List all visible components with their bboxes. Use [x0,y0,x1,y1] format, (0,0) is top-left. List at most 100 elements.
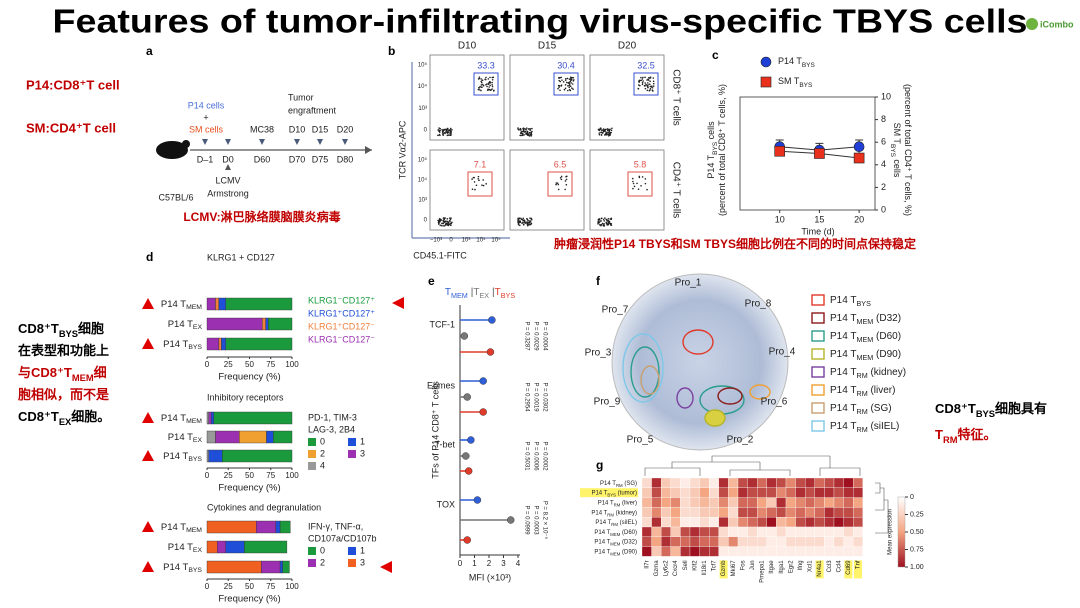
gate [473,72,499,96]
text-part: 在表型和功能上 [18,343,109,358]
event-dot [652,85,655,87]
event-dot [482,179,485,181]
heat-cell [670,477,681,488]
event-dot [529,135,531,137]
factor-label: TOX [437,499,455,509]
heat-cell [670,546,681,557]
event-dot [607,129,609,132]
heat-cell [776,497,787,508]
text-part: P14 T [598,500,614,506]
row-label: P14 TMEM [161,522,202,535]
event-dot [485,183,487,185]
heat-cell [795,497,806,508]
event-dot [564,188,566,191]
heat-cell [747,546,758,557]
event-dot [441,130,444,132]
row-title: CD4⁺ T cells [670,162,681,219]
text-part: P14 T [594,529,610,535]
event-dot [608,128,610,131]
row-label: P14 TMEM [161,413,202,426]
note-line: 与CD8⁺TMEM细 [18,365,107,383]
bar-segment [268,317,293,331]
bar-segment [208,449,223,463]
x-tick-label: 50 [245,582,254,591]
event-dot [567,82,570,84]
event-dot [560,85,563,87]
bar-segment [206,449,209,463]
tick-label: 10⁵ [418,157,428,164]
heat-cell [709,517,719,528]
heat-cell [757,497,767,508]
gene-label: Tcf7 [712,560,718,572]
text-part: 细胞具有 [995,401,1047,416]
heat-cell [795,487,806,498]
event-dot [522,217,525,220]
row-marker [142,450,154,461]
p-value: P = 0.0006 [532,441,538,471]
text-part: MEM [451,291,468,300]
event-dot [605,131,608,134]
event-dot [449,220,451,223]
gate [633,72,659,96]
program-label: Pro_6 [761,397,788,408]
mean-dot [486,348,495,356]
event-dot [570,78,572,81]
point [814,148,825,159]
event-dot [639,84,641,87]
event-dot [477,175,480,178]
event-dot [524,130,527,133]
text-part: (D32) [620,539,637,545]
heat-cell [651,477,662,488]
mean-dot [467,436,475,444]
separator: | [471,287,474,298]
x-tick-label: 3 [501,559,506,568]
note-line: 胞相似，而不是 [17,387,110,402]
legend-swatch [811,420,825,432]
text-part: (siIEL) [868,421,900,432]
event-dot [530,135,533,137]
event-dot [521,222,523,225]
legend-label: 0 [320,436,325,446]
text-part: (liver) [620,500,637,506]
point [853,152,865,164]
bar-segment [221,337,226,351]
text-part: BYS [188,456,202,463]
event-dot [522,128,525,131]
event-dot [475,184,478,187]
event-dot [522,221,524,224]
heat-cell [680,536,691,547]
event-dot [487,78,490,80]
heat-cell [833,517,844,528]
x-axis-title: Frequency (%) [218,372,280,383]
text-part: P14 T [830,313,857,324]
gene-label: Jun [750,560,756,570]
legend-swatch [348,438,356,446]
event-dot [644,82,646,84]
event-dot [478,77,481,80]
text-part: P14 T [830,367,857,378]
text-part: cells [892,157,902,178]
heat-cell [699,477,710,488]
day-label: D15 [312,124,329,134]
event-dot [571,83,574,85]
legend-label: P14 TRM (siIEL) [830,421,899,435]
event-dot [488,88,491,91]
legend-label: SM TBYS [778,76,813,89]
event-dot [644,87,647,90]
tick-label: 10³ [418,106,427,112]
event-dot [607,224,609,226]
x-tick-label: 0 [205,360,210,369]
row-label: P14 TBYS [163,451,202,464]
text-part: MEM [72,373,94,383]
event-dot [572,76,575,79]
row-label: P14 TBYS [163,562,202,575]
legend-label: P14 TMEM (D60) [830,331,901,345]
event-dot [448,134,450,136]
text-part: RM [943,435,958,445]
legend-label: 4 [320,460,325,470]
event-dot [477,177,480,180]
mean-dot [460,332,469,340]
text-part: (D90) [873,349,901,360]
event-dot [446,134,449,137]
